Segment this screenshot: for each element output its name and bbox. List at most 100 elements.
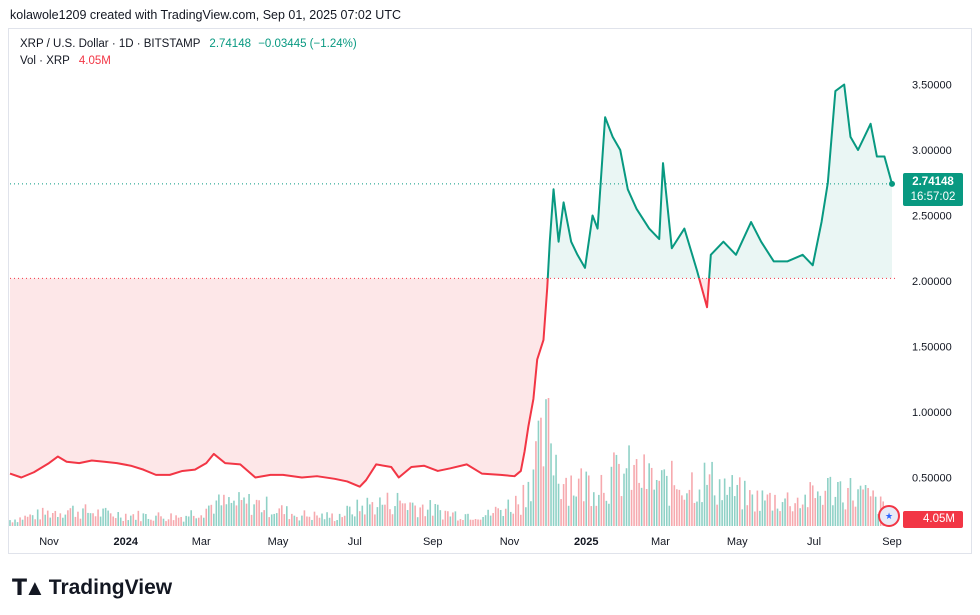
volume-bar-120 (311, 519, 313, 526)
volume-bar-28 (79, 518, 82, 526)
volume-bar-54 (145, 513, 147, 526)
volume-bar-313 (796, 497, 799, 526)
volume-bar-269 (686, 493, 688, 526)
volume-bar-267 (681, 495, 683, 526)
volume-bar-136 (351, 514, 354, 526)
volume-bar-186 (477, 519, 479, 526)
volume-bar-106 (275, 513, 278, 526)
volume-bar-84 (220, 505, 223, 526)
volume-bar-333 (847, 487, 849, 526)
volume-bar-100 (260, 512, 263, 526)
volume-bar-312 (794, 503, 796, 526)
volume-bar-230 (587, 475, 590, 526)
volume-bar-303 (771, 510, 774, 526)
volume-bar-98 (255, 499, 258, 526)
volume-bar-222 (567, 505, 570, 526)
volume-bar-69 (182, 521, 185, 526)
price-segment-3 (708, 83, 893, 279)
volume-bar-160 (411, 502, 414, 526)
volume-bar-223 (570, 475, 572, 526)
volume-bar-135 (348, 506, 351, 526)
volume-bar-221 (565, 477, 567, 526)
volume-bar-327 (832, 505, 834, 526)
volume-bar-74 (195, 518, 198, 526)
volume-bar-51 (137, 510, 140, 526)
volume-bar-233 (595, 505, 598, 526)
area-fill-0 (10, 278, 548, 487)
volume-bar-39 (107, 510, 109, 526)
volume-bar-47 (127, 520, 130, 526)
volume-bar-91 (238, 492, 240, 526)
volume-bar-271 (691, 472, 693, 526)
volume-bar-180 (462, 520, 464, 526)
volume-bar-128 (331, 513, 333, 526)
volume-bar-34 (94, 516, 97, 526)
volume-bar-58 (155, 515, 157, 526)
volume-bar-117 (303, 510, 306, 526)
volume-bar-93 (243, 497, 245, 526)
volume-bar-122 (316, 515, 318, 526)
volume-bar-232 (593, 492, 595, 526)
volume-bar-272 (693, 502, 696, 526)
volume-bar-309 (786, 492, 789, 526)
volume-bar-319 (811, 485, 814, 526)
volume-bar-46 (124, 513, 127, 526)
volume-bar-18 (54, 510, 57, 526)
symbol-label: XRP / U.S. Dollar · 1D · BITSTAMP (20, 38, 201, 50)
volume-bar-278 (708, 474, 711, 526)
volume-bar-248 (633, 464, 635, 526)
chart-frame (8, 28, 972, 554)
volume-bar-194 (497, 508, 499, 526)
volume-bar-71 (187, 516, 190, 526)
volume-bar-105 (273, 513, 276, 526)
volume-bar-3 (16, 522, 19, 526)
volume-bar-174 (447, 511, 449, 526)
volume-bar-208 (532, 469, 535, 526)
volume-bar-4 (19, 517, 21, 526)
volume-bar-85 (223, 494, 225, 526)
volume-bar-15 (46, 510, 49, 526)
volume-bar-149 (384, 504, 386, 526)
volume-bar-264 (673, 485, 676, 526)
volume-bar-156 (401, 503, 404, 526)
volume-bar-96 (250, 514, 253, 526)
volume-bar-66 (175, 515, 177, 526)
volume-bar-127 (328, 517, 331, 526)
volume-bar-72 (190, 510, 192, 526)
volume-bar-192 (492, 513, 494, 526)
area-fill-1 (547, 117, 700, 279)
volume-bar-5 (21, 519, 24, 526)
volume-bar-101 (263, 510, 265, 526)
volume-bar-344 (874, 496, 877, 526)
volume-bar-187 (479, 519, 482, 526)
tradingview-logo[interactable]: 𝗧▲ TradingView (12, 575, 172, 601)
volume-bar-44 (119, 517, 122, 526)
volume-bar-343 (872, 490, 874, 526)
volume-bar-81 (213, 513, 215, 526)
x-tick-label: Jul (807, 536, 821, 548)
volume-bar-335 (852, 500, 854, 526)
volume-bar-239 (610, 466, 613, 526)
volume-bar-253 (645, 489, 648, 526)
volume-bar-217 (555, 454, 557, 526)
volume-bar-341 (867, 487, 869, 526)
volume-bar-300 (764, 500, 766, 526)
volume-bar-110 (286, 506, 288, 526)
volume-bar-325 (827, 478, 829, 526)
volume-bar-219 (560, 499, 562, 526)
volume-bar-182 (467, 513, 469, 526)
us-flag-icon[interactable]: ★ (878, 505, 900, 527)
volume-bar-173 (444, 510, 447, 526)
y-tick-label: 0.50000 (912, 473, 952, 485)
volume-bar-245 (625, 468, 628, 526)
volume-bar-259 (660, 470, 663, 526)
volume-bar-314 (799, 508, 801, 526)
volume-bar-255 (650, 467, 653, 526)
volume-bar-197 (504, 508, 507, 526)
volume-bar-218 (557, 483, 560, 526)
volume-bar-76 (200, 515, 203, 526)
reference-lines (10, 180, 897, 279)
y-tick-label: 2.00000 (912, 276, 952, 288)
volume-bar-201 (514, 495, 517, 526)
